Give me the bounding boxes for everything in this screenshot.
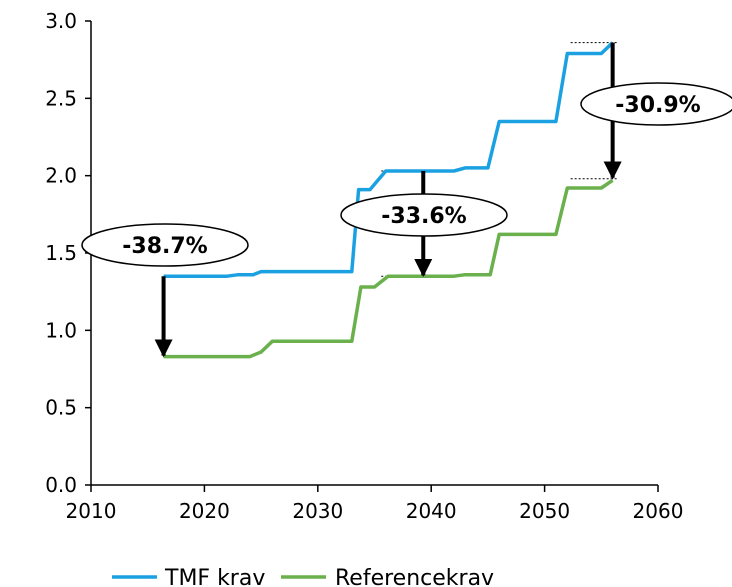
chart-axes: 0.0 0.5 1.0 1.5 2.0 2.5 3.0 2010 2020 2030 2040 205…	[45, 9, 683, 523]
y-tick-label: 0.5	[45, 396, 77, 420]
x-tick-label: 2060	[633, 499, 684, 523]
legend-label: Referencekrav	[335, 566, 494, 587]
callout-bubble	[580, 82, 732, 126]
x-tick-label: 2050	[519, 499, 570, 523]
percentage-callouts: -38.7% -33.6% -30.9%	[81, 82, 732, 267]
callout-bubble	[81, 223, 249, 267]
chart-legend: TMF krav Referencekrav	[112, 566, 494, 587]
x-tick-label: 2030	[292, 499, 343, 523]
legend-label: TMF krav	[164, 566, 265, 587]
y-tick-label: 2.0	[45, 164, 77, 188]
y-tick-label: 3.0	[45, 9, 77, 33]
y-tick-label: 1.0	[45, 318, 77, 342]
callout-label: -30.9%	[615, 93, 700, 118]
x-tick-label: 2010	[66, 499, 117, 523]
callout-label: -38.7%	[122, 234, 207, 259]
series-line-tmf-krav	[163, 41, 614, 278]
callout-bubble	[340, 193, 508, 237]
x-tick-label: 2020	[179, 499, 230, 523]
y-tick-label: 1.5	[45, 241, 77, 265]
callout-label: -33.6%	[381, 204, 466, 229]
x-tick-label: 2040	[406, 499, 457, 523]
y-tick-label: 0.0	[45, 473, 77, 497]
y-tick-label: 2.5	[45, 86, 77, 110]
